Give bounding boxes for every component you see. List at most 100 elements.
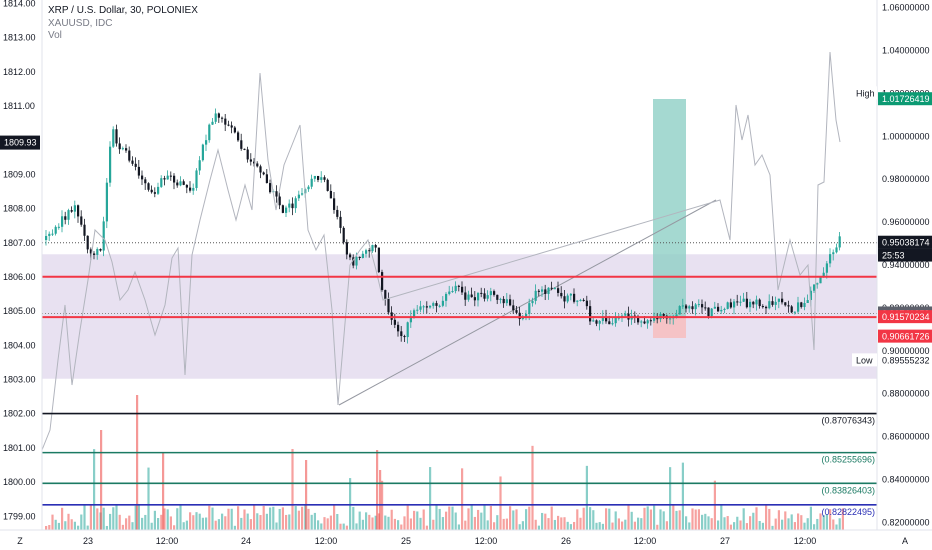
volume-bar [157,518,160,530]
candle-body [544,289,547,294]
volume-bar [838,518,841,530]
candle-body [310,178,313,187]
volume-bar [781,519,784,530]
volume-bar [342,523,345,530]
volume-bar [598,522,601,530]
volume-bar [125,518,128,530]
volume-bar [662,511,665,530]
volume-bar [189,512,192,530]
volume-bar [579,517,582,530]
volume-bar [675,510,678,530]
legend-overlay[interactable]: XAUUSD, IDC [48,17,113,29]
candle-body [397,324,400,332]
price-marker-label: Low [856,355,873,365]
candle-body [358,256,361,258]
candle-body [201,144,204,161]
auto-scale-button[interactable]: A [902,536,908,546]
volume-bar [214,520,217,530]
candle-body [192,187,195,191]
volume-bar [413,510,416,530]
right-axis-tick-label: 0.98000000 [882,174,930,184]
candle-body [371,245,374,252]
volume-bar [211,507,214,530]
candle-body [368,250,371,252]
candle-body [521,317,524,320]
volume-bar [313,512,316,530]
candle-body [809,290,812,301]
candle-body [624,313,627,316]
volume-bar [105,525,108,530]
right-price-axis [877,0,932,550]
candle-body [54,226,57,234]
candle-body [307,186,310,190]
legend-symbol[interactable]: XRP / U.S. Dollar, 30, POLONIEX [48,5,198,16]
volume-bar [624,519,627,530]
price-label-badge [878,248,932,262]
candle-body [221,117,224,119]
level-line-label: (0.85255696) [821,455,875,465]
right-axis-tick-label: 1.04000000 [882,45,930,55]
candle-body [729,302,732,308]
candle-body [819,276,822,284]
volume-bar [605,508,608,530]
volume-bar [774,518,777,530]
volume-bar [329,515,332,530]
candle-body [781,298,784,303]
candle-body [480,292,483,294]
time-axis-tick-label: 25 [401,536,411,546]
volume-bar [352,506,355,530]
volume-bar [285,514,288,530]
volume-bar [326,518,329,530]
volume-bar [233,525,236,530]
candle-body [723,308,726,310]
zoom-corner-button[interactable]: Z [17,536,23,546]
candle-body [99,249,102,251]
candle-body [838,236,841,248]
candle-body [742,298,745,302]
volume-bar [825,514,828,530]
volume-bar [701,514,704,530]
candle-body [323,177,326,180]
volume-bar [569,524,572,530]
volume-bar [384,515,387,530]
volume-bar [777,510,780,530]
candle-body [537,290,540,292]
volume-bar [557,515,560,530]
volume-bar [563,517,566,530]
candle-body [121,148,124,150]
candle-body [208,124,211,141]
right-axis-tick-label: 0.84000000 [882,475,930,485]
candle-body [342,227,345,243]
volume-bar [649,509,652,530]
volume-bar [374,515,377,530]
volume-bar [483,504,486,530]
volume-bar [128,515,131,530]
volume-bar [784,511,787,530]
volume-bar [582,507,585,530]
price-label-text: 0.90661726 [882,332,930,342]
candle-body [547,287,550,294]
volume-bar [339,523,342,530]
volume-bar [528,506,531,530]
legend-volume[interactable]: Vol [48,30,62,41]
time-axis-tick-label: 24 [241,536,251,546]
volume-bar [272,506,275,530]
volume-bar [403,516,406,530]
candle-body [541,289,544,292]
candle-body [525,313,528,318]
candle-body [294,198,297,209]
volume-bar [195,512,198,530]
price-label-badge [878,310,932,324]
left-axis-tick-label: 1814.00 [3,0,36,8]
volume-bar [771,525,774,530]
volume-bar [416,511,419,530]
candle-body [377,247,380,273]
volume-bar [320,523,323,530]
candle-body [822,272,825,277]
volume-bar [259,515,262,530]
candle-body [637,316,640,323]
price-label-badge [878,329,932,343]
volume-bar [51,514,54,530]
volume-bar [147,467,150,530]
